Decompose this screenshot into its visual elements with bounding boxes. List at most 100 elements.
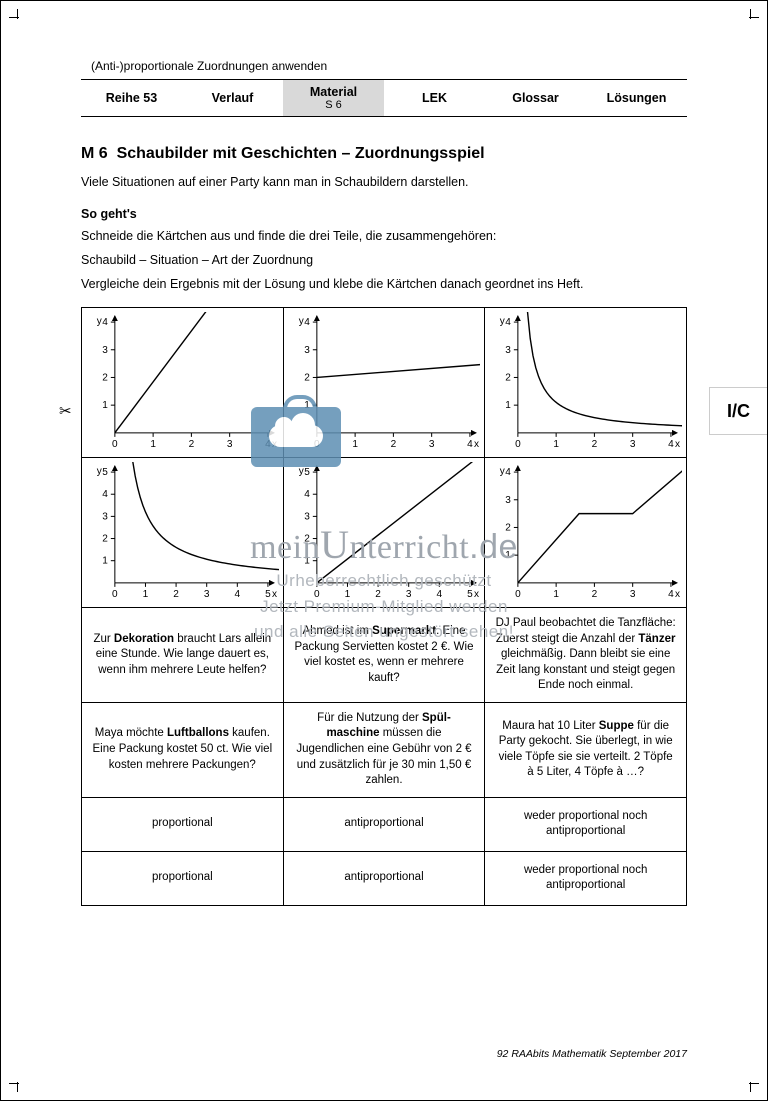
svg-text:4: 4	[102, 490, 108, 501]
nav-glossar: Glossar	[485, 80, 586, 116]
crop-mark	[741, 9, 759, 27]
svg-text:3: 3	[227, 439, 233, 450]
svg-text:4: 4	[265, 439, 271, 450]
footer: 92 RAAbits Mathematik September 2017	[497, 1048, 687, 1060]
svg-text:3: 3	[429, 439, 435, 450]
svg-text:4: 4	[467, 439, 473, 450]
svg-text:2: 2	[390, 439, 396, 450]
svg-text:x: x	[675, 589, 680, 600]
chart-c2: 012341234xy	[283, 308, 485, 458]
svg-text:4: 4	[304, 317, 310, 328]
svg-text:3: 3	[506, 345, 512, 356]
label-card: antiproportional	[283, 851, 485, 905]
howto-line-2: Schaubild – Situation – Art der Zuordnun…	[81, 251, 687, 269]
svg-text:4: 4	[668, 439, 674, 450]
svg-text:0: 0	[515, 589, 521, 600]
svg-text:2: 2	[102, 373, 108, 384]
text-row-2: Maya möchte Luft­ballons kaufen. Eine Pa…	[82, 702, 687, 797]
chart-c4: 01234512345xy	[82, 458, 284, 608]
svg-text:2: 2	[173, 589, 179, 600]
svg-text:4: 4	[506, 467, 512, 478]
svg-text:0: 0	[314, 439, 320, 450]
svg-text:1: 1	[506, 551, 512, 562]
nav-loesungen: Lösungen	[586, 80, 687, 116]
scissors-icon: ✂	[59, 402, 72, 420]
svg-text:2: 2	[506, 373, 512, 384]
label-card: weder proportional noch antiproportional	[485, 851, 687, 905]
text-card: Ahmed ist im Supermarkt. Eine Packung Se…	[283, 608, 485, 703]
svg-text:4: 4	[102, 317, 108, 328]
svg-text:x: x	[474, 589, 479, 600]
text-row-1: Zur Dekoration braucht Lars allein eine …	[82, 608, 687, 703]
nav-verlauf: Verlauf	[182, 80, 283, 116]
svg-text:3: 3	[506, 495, 512, 506]
howto-line-1: Schneide die Kärtchen aus und finde die …	[81, 227, 687, 245]
svg-text:x: x	[675, 439, 680, 450]
chart-row-2: 01234512345xy 01234512345xy 012341234xy	[82, 458, 687, 608]
label-card: antiproportional	[283, 797, 485, 851]
svg-text:3: 3	[204, 589, 210, 600]
svg-text:5: 5	[265, 589, 271, 600]
svg-text:3: 3	[630, 589, 636, 600]
label-card: proportional	[82, 797, 284, 851]
svg-text:1: 1	[506, 401, 512, 412]
chart-c6: 012341234xy	[485, 458, 687, 608]
svg-text:2: 2	[102, 534, 108, 545]
svg-text:2: 2	[189, 439, 195, 450]
label-card: proportional	[82, 851, 284, 905]
svg-text:4: 4	[506, 317, 512, 328]
svg-text:1: 1	[554, 589, 560, 600]
svg-text:2: 2	[592, 589, 598, 600]
svg-text:2: 2	[304, 373, 310, 384]
text-card: Für die Nutzung der Spül­maschine müssen…	[283, 702, 485, 797]
crop-mark	[741, 1074, 759, 1092]
intro-text: Viele Situationen auf einer Party kann m…	[81, 175, 687, 189]
text-card: Zur Dekoration braucht Lars allein eine …	[82, 608, 284, 703]
svg-text:0: 0	[314, 589, 320, 600]
svg-text:0: 0	[112, 589, 118, 600]
svg-text:1: 1	[150, 439, 156, 450]
text-card: Maya möchte Luft­ballons kaufen. Eine Pa…	[82, 702, 284, 797]
svg-text:1: 1	[554, 439, 560, 450]
svg-text:2: 2	[304, 534, 310, 545]
svg-text:3: 3	[102, 345, 108, 356]
nav-reihe: Reihe 53	[81, 80, 182, 116]
svg-text:2: 2	[375, 589, 381, 600]
chart-row-1: 012341234xy 012341234xy 012341234xy	[82, 308, 687, 458]
svg-text:1: 1	[304, 556, 310, 567]
svg-text:4: 4	[668, 589, 674, 600]
svg-text:3: 3	[406, 589, 412, 600]
svg-text:4: 4	[436, 589, 442, 600]
svg-text:3: 3	[304, 512, 310, 523]
svg-text:0: 0	[112, 439, 118, 450]
svg-text:2: 2	[592, 439, 598, 450]
card-grid: 012341234xy 012341234xy 012341234xy 0123…	[81, 307, 687, 905]
howto-heading: So geht's	[81, 207, 687, 221]
svg-text:5: 5	[304, 467, 310, 478]
svg-text:1: 1	[304, 401, 310, 412]
svg-text:0: 0	[515, 439, 521, 450]
chart-c1: 012341234xy	[82, 308, 284, 458]
text-card: Maura hat 10 Liter Suppe für die Party g…	[485, 702, 687, 797]
content-area: (Anti-)proportionale Zuordnungen anwende…	[81, 59, 687, 1060]
svg-text:3: 3	[102, 512, 108, 523]
crop-mark	[9, 9, 27, 27]
chart-c5: 01234512345xy	[283, 458, 485, 608]
svg-text:1: 1	[352, 439, 358, 450]
svg-text:x: x	[272, 439, 277, 450]
text-card: DJ Paul beobachtet die Tanzfläche: Zuers…	[485, 608, 687, 703]
svg-text:1: 1	[102, 556, 108, 567]
svg-text:3: 3	[304, 345, 310, 356]
svg-text:4: 4	[235, 589, 241, 600]
svg-text:3: 3	[630, 439, 636, 450]
header-small: (Anti-)proportionale Zuordnungen anwende…	[91, 59, 687, 73]
navbar: Reihe 53 Verlauf Material S 6 LEK Glossa…	[81, 79, 687, 117]
nav-material: Material S 6	[283, 80, 384, 116]
svg-text:5: 5	[467, 589, 473, 600]
svg-text:1: 1	[102, 401, 108, 412]
howto-line-3: Vergleiche dein Ergebnis mit der Lösung …	[81, 275, 687, 293]
svg-text:5: 5	[102, 467, 108, 478]
label-row-2: proportional antiproportional weder prop…	[82, 851, 687, 905]
svg-text:x: x	[272, 589, 277, 600]
chart-c3: 012341234xy	[485, 308, 687, 458]
